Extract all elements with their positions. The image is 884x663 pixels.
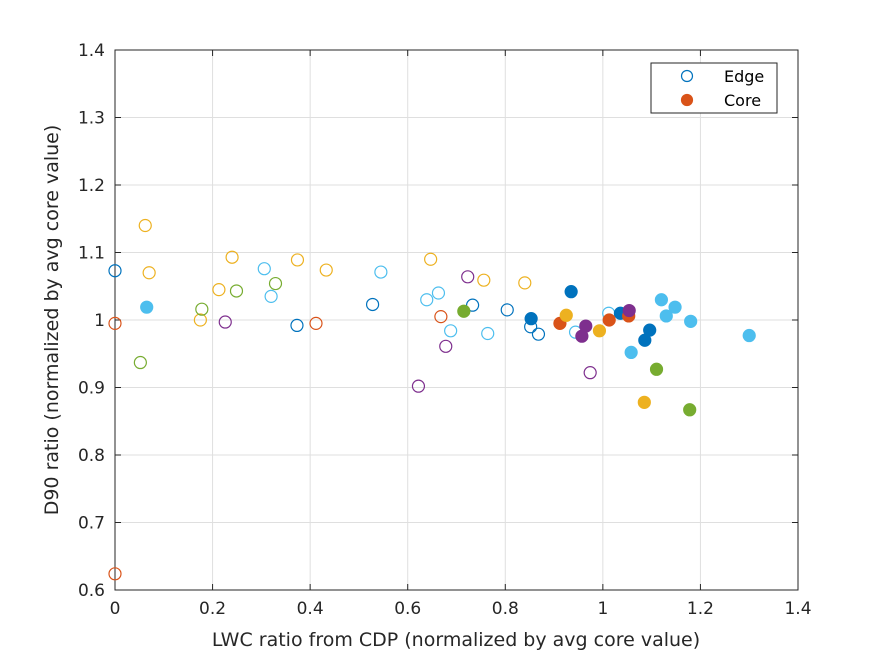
edge-point	[431, 286, 446, 300]
core-point	[579, 319, 593, 333]
edge-point	[133, 355, 147, 370]
edge-point	[309, 316, 323, 330]
y-axis-label: D90 ratio (normalized by avg core value)	[41, 125, 63, 516]
x-tick-label: 1	[597, 599, 608, 619]
legend-core-marker	[680, 93, 694, 107]
legend-core-label: Core	[724, 91, 761, 110]
edge-point	[108, 567, 122, 581]
x-tick-label: 0	[110, 599, 121, 619]
core-point	[524, 312, 538, 326]
core-point	[668, 300, 682, 314]
edge-point	[411, 379, 426, 393]
edge-point	[264, 289, 278, 303]
y-tick-label: 1	[94, 311, 105, 331]
core-point	[649, 362, 664, 376]
edge-point	[444, 324, 458, 338]
core-point	[140, 300, 154, 314]
y-tick-label: 0.9	[78, 379, 105, 399]
edge-point	[319, 263, 333, 277]
y-tick-label: 1.4	[78, 41, 105, 61]
legend-edge-label: Edge	[724, 67, 764, 86]
edge-point	[290, 253, 305, 267]
edge-point	[257, 262, 271, 276]
x-tick-label: 0.4	[297, 599, 324, 619]
y-tick-label: 0.6	[78, 581, 105, 601]
x-tick-label: 1.4	[784, 599, 811, 619]
core-point	[684, 314, 698, 328]
edge-point	[424, 252, 438, 266]
edge-point	[138, 218, 152, 233]
y-tick-label: 0.8	[78, 446, 105, 466]
edge-point	[142, 266, 156, 280]
core-point	[742, 328, 756, 343]
x-axis-label: LWC ratio from CDP (normalized by avg co…	[212, 629, 700, 651]
core-point	[602, 313, 616, 327]
edge-point	[193, 313, 207, 327]
core-point	[559, 308, 573, 322]
edge-point	[218, 315, 232, 329]
core-point	[637, 395, 651, 409]
core-point	[659, 309, 673, 323]
edge-point	[583, 366, 597, 380]
edge-point	[108, 316, 122, 330]
data-points	[108, 218, 756, 581]
core-point	[643, 323, 657, 337]
core-point	[622, 303, 636, 318]
x-tick-label: 0.2	[199, 599, 226, 619]
y-tick-label: 1.2	[78, 176, 105, 196]
core-point	[457, 304, 471, 318]
edge-point	[374, 265, 388, 279]
edge-point	[461, 270, 475, 284]
edge-point	[500, 303, 514, 317]
edge-point	[518, 276, 532, 290]
edge-point	[365, 297, 380, 312]
core-point	[592, 324, 607, 338]
edge-point	[108, 264, 122, 278]
edge-point	[195, 302, 209, 316]
y-tick-label: 0.7	[78, 514, 105, 534]
y-tick-label: 1.1	[78, 244, 105, 264]
edge-point	[477, 273, 491, 287]
core-point	[564, 285, 578, 299]
edge-point	[268, 276, 283, 291]
edge-point	[439, 339, 453, 353]
axis-ticks: 0 0.2 0.4 0.6 0.8 1 1.2 1.4 0.6 0.7 0.8 0.9 1 1.1 1.2 1…	[78, 41, 812, 619]
edge-point	[225, 250, 239, 264]
edge-point	[434, 310, 448, 324]
edge-point	[465, 298, 480, 312]
edge-point	[229, 284, 244, 298]
x-tick-label: 1.2	[687, 599, 714, 619]
legend-edge-marker	[680, 69, 694, 83]
x-tick-label: 0.8	[492, 599, 519, 619]
edge-point	[212, 283, 226, 297]
y-tick-label: 1.3	[78, 109, 105, 129]
edge-point	[481, 326, 495, 341]
core-point	[683, 403, 697, 417]
legend-box	[650, 62, 778, 114]
edge-point	[290, 318, 304, 332]
legend: Edge Core	[650, 62, 778, 114]
core-point	[654, 293, 669, 307]
edge-point	[420, 293, 434, 307]
x-tick-label: 0.6	[394, 599, 421, 619]
core-point	[624, 345, 638, 359]
edge-point	[531, 327, 546, 341]
